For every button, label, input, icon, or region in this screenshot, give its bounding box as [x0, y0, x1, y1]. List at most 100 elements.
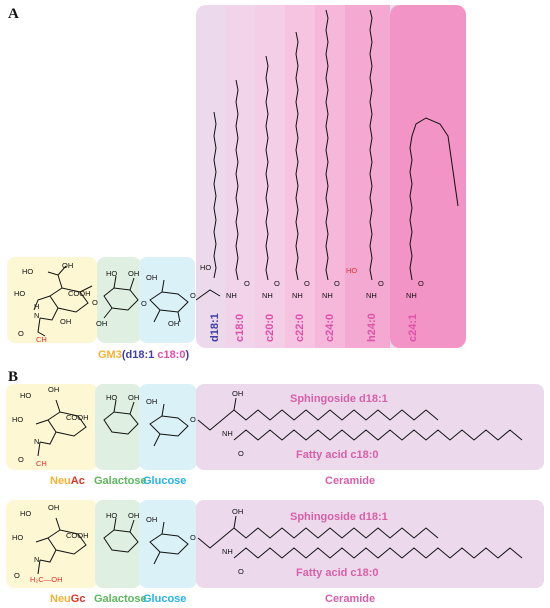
- svg-text:OH: OH: [96, 319, 107, 328]
- panel-b-row-1: HO OH HO COOH N O CH HO OH OH O OH NH O Sphin…: [6, 384, 544, 470]
- species-label-c22-0: c22:0: [294, 314, 306, 342]
- gal-box-b2: [95, 500, 141, 588]
- gal-ring-a: HO OH OH O: [92, 269, 139, 328]
- svg-text:O: O: [238, 449, 244, 458]
- neugc-caption: NeuGc: [50, 593, 85, 605]
- svg-text:OH: OH: [146, 515, 157, 524]
- species-labels-a: d18:1 c18:0 c20:0 c22:0 c24:0 h24:0 c24:…: [209, 313, 419, 342]
- sphingoside-label-1: Sphingoside d18:1: [290, 393, 388, 405]
- chain-col-c20: [255, 5, 285, 348]
- chain-col-c241: [390, 5, 466, 348]
- svg-text:O: O: [190, 533, 196, 542]
- svg-text:OH: OH: [128, 393, 139, 402]
- svg-text:NH: NH: [222, 547, 233, 556]
- neu-ring-a: HO OH HO COOH OH N H O CH: [14, 261, 93, 344]
- svg-text:O: O: [418, 279, 424, 288]
- glc-box-a: [139, 257, 195, 343]
- svg-text:O: O: [238, 567, 244, 576]
- svg-text:OH: OH: [128, 511, 139, 520]
- sphingoid-backbone-a: HO NH: [195, 111, 237, 301]
- svg-text:OH: OH: [168, 319, 179, 328]
- lipid-box-b1: [196, 384, 544, 470]
- svg-text:O: O: [274, 279, 280, 288]
- svg-text:NH: NH: [292, 291, 303, 300]
- svg-text:HO: HO: [12, 415, 23, 424]
- svg-text:HO: HO: [106, 393, 117, 402]
- panel-b-letter: B: [8, 369, 18, 385]
- svg-text:O: O: [378, 279, 384, 288]
- svg-text:O: O: [18, 455, 24, 464]
- svg-text:O: O: [14, 571, 20, 580]
- gal-box-b1: [95, 384, 141, 470]
- svg-text:OH: OH: [48, 385, 59, 394]
- chain-col-h24: [345, 5, 390, 348]
- fatty-acid-label-2: Fatty acid c18:0: [296, 567, 379, 579]
- svg-text:O: O: [334, 279, 340, 288]
- svg-text:HO: HO: [20, 391, 31, 400]
- svg-text:COOH: COOH: [68, 289, 91, 298]
- svg-text:OH: OH: [146, 273, 157, 282]
- chain-col-c22: [285, 5, 315, 348]
- glc-box-b1: [139, 384, 197, 470]
- svg-text:HO: HO: [106, 511, 117, 520]
- svg-text:N: N: [34, 555, 39, 564]
- svg-text:H₂C—OH: H₂C—OH: [30, 575, 63, 584]
- chain-col-c24: [315, 5, 345, 348]
- svg-text:HO: HO: [20, 509, 31, 518]
- svg-text:CH: CH: [36, 335, 47, 344]
- svg-text:NH: NH: [322, 291, 333, 300]
- species-label-d18-1: d18:1: [209, 313, 221, 342]
- svg-text:O: O: [304, 279, 310, 288]
- svg-text:OH: OH: [62, 261, 73, 270]
- svg-text:OH: OH: [60, 317, 71, 326]
- svg-text:COOH: COOH: [66, 413, 89, 422]
- gm3-caption: GM3(d18:1 c18:0): [98, 349, 189, 361]
- neu-box-a: [7, 257, 97, 343]
- panel-a-letter: A: [8, 6, 19, 22]
- svg-text:O: O: [190, 415, 196, 424]
- svg-text:O: O: [92, 298, 98, 307]
- ceramide-caption-2: Ceramide: [325, 593, 375, 605]
- svg-text:O: O: [18, 329, 24, 338]
- svg-text:NH: NH: [226, 291, 237, 300]
- svg-text:HO: HO: [346, 266, 357, 275]
- fatty-acid-label-1: Fatty acid c18:0: [296, 449, 379, 461]
- neu-box-b1: [6, 384, 98, 470]
- svg-text:O: O: [141, 299, 147, 308]
- gal-box-a: [97, 257, 141, 343]
- svg-text:HO: HO: [14, 289, 25, 298]
- species-label-c24-1: c24:1: [407, 314, 419, 342]
- sphingoside-label-2: Sphingoside d18:1: [290, 511, 388, 523]
- species-label-c24-0: c24:0: [324, 314, 336, 342]
- glc-ring-a: OH OH O O: [141, 273, 196, 328]
- glucose-caption-2: Glucose: [143, 593, 186, 605]
- svg-text:O: O: [244, 279, 250, 288]
- fatty-chains-a: NH NH NH NH NH O O O O O O HO: [235, 9, 459, 300]
- svg-text:NH: NH: [222, 429, 233, 438]
- svg-text:OH: OH: [48, 503, 59, 512]
- svg-text:H: H: [34, 302, 39, 311]
- svg-text:O: O: [190, 291, 196, 300]
- species-label-c18-0: c18:0: [234, 314, 246, 342]
- svg-text:NH: NH: [406, 291, 417, 300]
- svg-text:COOH: COOH: [66, 531, 89, 540]
- svg-text:CH: CH: [36, 459, 47, 468]
- svg-text:NH: NH: [366, 291, 377, 300]
- neuac-caption: NeuAc: [50, 475, 85, 487]
- species-label-h24-0: h24:0: [366, 313, 378, 342]
- galactose-caption-1: Galactose: [94, 475, 147, 487]
- svg-text:OH: OH: [128, 269, 139, 278]
- svg-text:OH: OH: [146, 397, 157, 406]
- svg-text:NH: NH: [262, 291, 273, 300]
- species-label-c20-0: c20:0: [264, 314, 276, 342]
- svg-text:N: N: [34, 311, 39, 320]
- lipid-box-b2: [196, 500, 544, 588]
- galactose-caption-2: Galactose: [94, 593, 147, 605]
- glucose-caption-1: Glucose: [143, 475, 186, 487]
- svg-text:HO: HO: [200, 263, 211, 272]
- svg-text:OH: OH: [232, 507, 243, 516]
- svg-text:N: N: [34, 437, 39, 446]
- glc-box-b2: [139, 500, 197, 588]
- chain-col-c18: [225, 5, 255, 348]
